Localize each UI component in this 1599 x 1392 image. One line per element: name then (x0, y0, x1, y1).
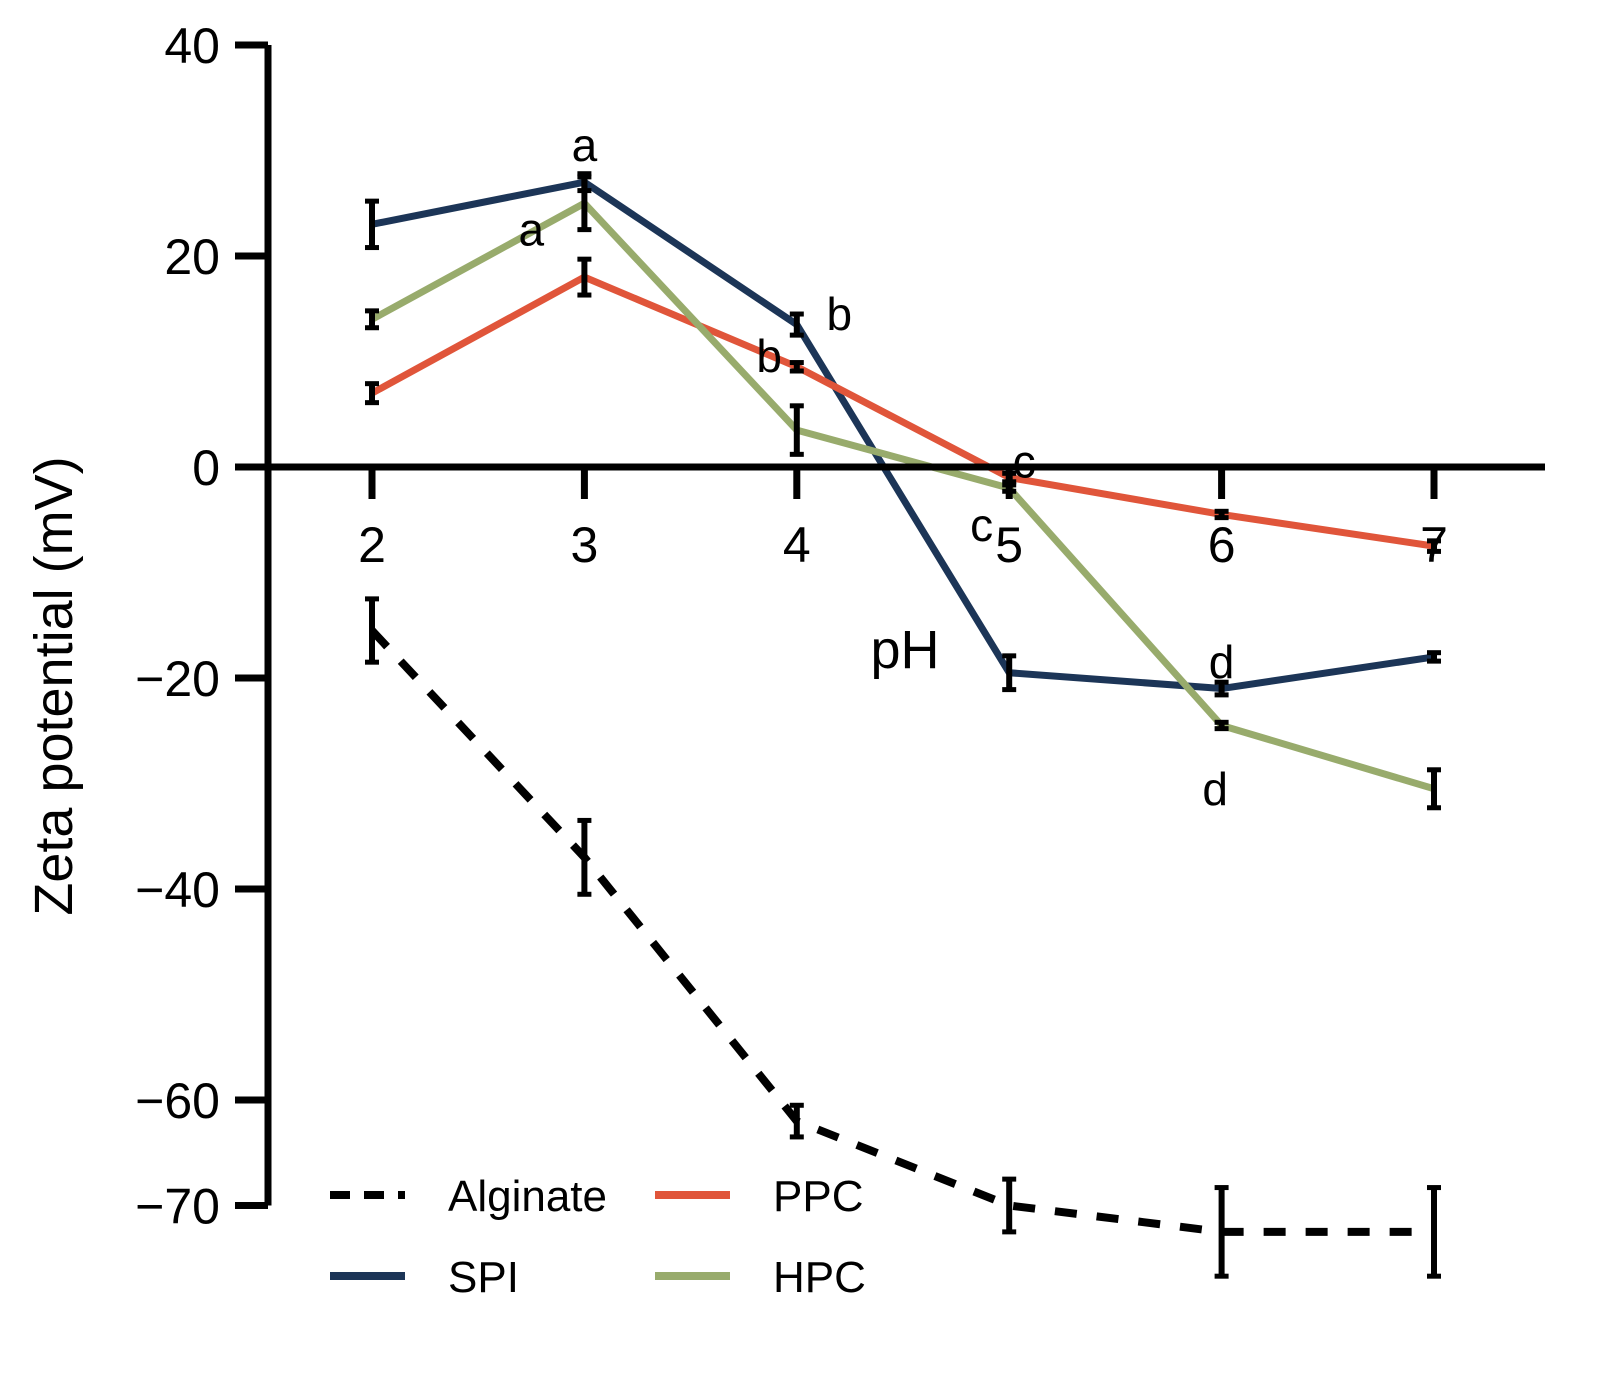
significance-letter: a (572, 119, 598, 171)
y-tick-label: 0 (192, 440, 220, 496)
y-tick-label: −60 (135, 1073, 220, 1129)
error-bar-alginate (1427, 1185, 1441, 1279)
legend-item-ppc: PPC (655, 1172, 863, 1221)
x-tick-label: 7 (1420, 517, 1448, 573)
labels-layer: 40 20 0 −20 −40 −60 −70 2 3 4 5 6 7 pH Zeta potential … (24, 18, 1448, 1235)
significance-letter: c (970, 499, 993, 551)
legend-label: HPC (773, 1253, 866, 1302)
significance-letter: c (1013, 436, 1036, 488)
legend-item-spi: SPI (330, 1253, 519, 1302)
legend-label: SPI (448, 1253, 519, 1302)
y-tick-label: −20 (135, 651, 220, 707)
error-bar-ppc (577, 256, 592, 298)
y-axis-title: Zeta potential (mV) (24, 456, 84, 915)
error-bar-alginate (365, 596, 379, 665)
x-tick-label: 3 (570, 517, 598, 573)
error-bar-ppc (1214, 508, 1229, 521)
significance-letter: d (1202, 763, 1228, 815)
significance-letter: d (1209, 636, 1235, 688)
y-tick-label: 40 (164, 18, 220, 74)
error-bar-alginate (789, 1102, 804, 1140)
series-line-alginate (369, 627, 1434, 1236)
axes-layer (235, 41, 1545, 1209)
series-line-spi (371, 178, 1435, 693)
y-tick-label: 20 (164, 229, 220, 285)
significance-letter: b (826, 288, 852, 340)
error-bar-hpc (789, 403, 804, 457)
y-tick-label: −70 (135, 1179, 220, 1235)
error-bar-ppc (365, 381, 379, 406)
series-line-hpc (370, 199, 1435, 793)
error-bar-spi (365, 198, 379, 251)
x-tick-label: 5 (995, 517, 1023, 573)
error-bar-spi (1427, 650, 1441, 664)
legend-label: PPC (773, 1172, 863, 1221)
error-bar-ppc (789, 360, 804, 374)
x-tick-label: 6 (1208, 517, 1236, 573)
legend-label: Alginate (448, 1172, 607, 1221)
legend-item-hpc: HPC (655, 1253, 866, 1302)
error-bar-hpc (365, 308, 379, 331)
error-bar-ppc (1427, 538, 1441, 554)
error-bar-hpc (577, 174, 592, 233)
error-bar-hpc (1214, 719, 1229, 732)
series-layer (365, 171, 1441, 1279)
x-axis-title: pH (870, 620, 939, 680)
x-tick-label: 2 (358, 517, 386, 573)
error-bar-spi (1214, 679, 1229, 698)
error-bar-alginate (1214, 1185, 1229, 1279)
y-tick-label: −40 (135, 862, 220, 918)
series-line-ppc (370, 273, 1435, 550)
error-bar-spi (1002, 653, 1017, 693)
error-bar-alginate (1002, 1176, 1017, 1235)
error-bar-alginate (577, 817, 592, 897)
significance-letter: a (519, 204, 545, 256)
legend: Alginate SPI PPC HPC (330, 1172, 866, 1302)
significance-letter: b (756, 330, 782, 382)
x-tick-label: 4 (783, 517, 811, 573)
error-bar-hpc (1427, 767, 1441, 811)
error-bar-spi (789, 311, 804, 338)
legend-item-alginate: Alginate (330, 1172, 607, 1221)
